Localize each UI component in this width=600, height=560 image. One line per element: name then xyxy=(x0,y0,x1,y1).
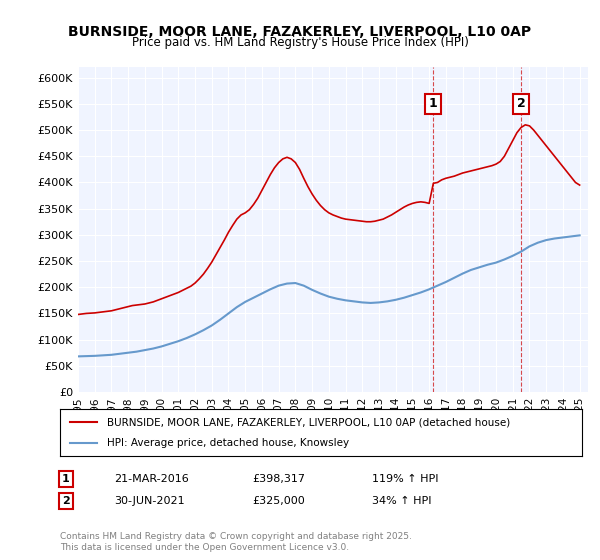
Text: £398,317: £398,317 xyxy=(252,474,305,484)
Text: 2: 2 xyxy=(62,496,70,506)
Text: £325,000: £325,000 xyxy=(252,496,305,506)
Text: 34% ↑ HPI: 34% ↑ HPI xyxy=(372,496,431,506)
Text: BURNSIDE, MOOR LANE, FAZAKERLEY, LIVERPOOL, L10 0AP (detached house): BURNSIDE, MOOR LANE, FAZAKERLEY, LIVERPO… xyxy=(107,417,510,427)
Text: Contains HM Land Registry data © Crown copyright and database right 2025.
This d: Contains HM Land Registry data © Crown c… xyxy=(60,532,412,552)
Text: 30-JUN-2021: 30-JUN-2021 xyxy=(114,496,185,506)
Text: BURNSIDE, MOOR LANE, FAZAKERLEY, LIVERPOOL, L10 0AP: BURNSIDE, MOOR LANE, FAZAKERLEY, LIVERPO… xyxy=(68,25,532,39)
Text: 2: 2 xyxy=(517,97,526,110)
Text: 119% ↑ HPI: 119% ↑ HPI xyxy=(372,474,439,484)
Text: Price paid vs. HM Land Registry's House Price Index (HPI): Price paid vs. HM Land Registry's House … xyxy=(131,36,469,49)
Text: HPI: Average price, detached house, Knowsley: HPI: Average price, detached house, Know… xyxy=(107,438,349,448)
Text: 1: 1 xyxy=(62,474,70,484)
Text: 1: 1 xyxy=(428,97,437,110)
Text: 21-MAR-2016: 21-MAR-2016 xyxy=(114,474,189,484)
